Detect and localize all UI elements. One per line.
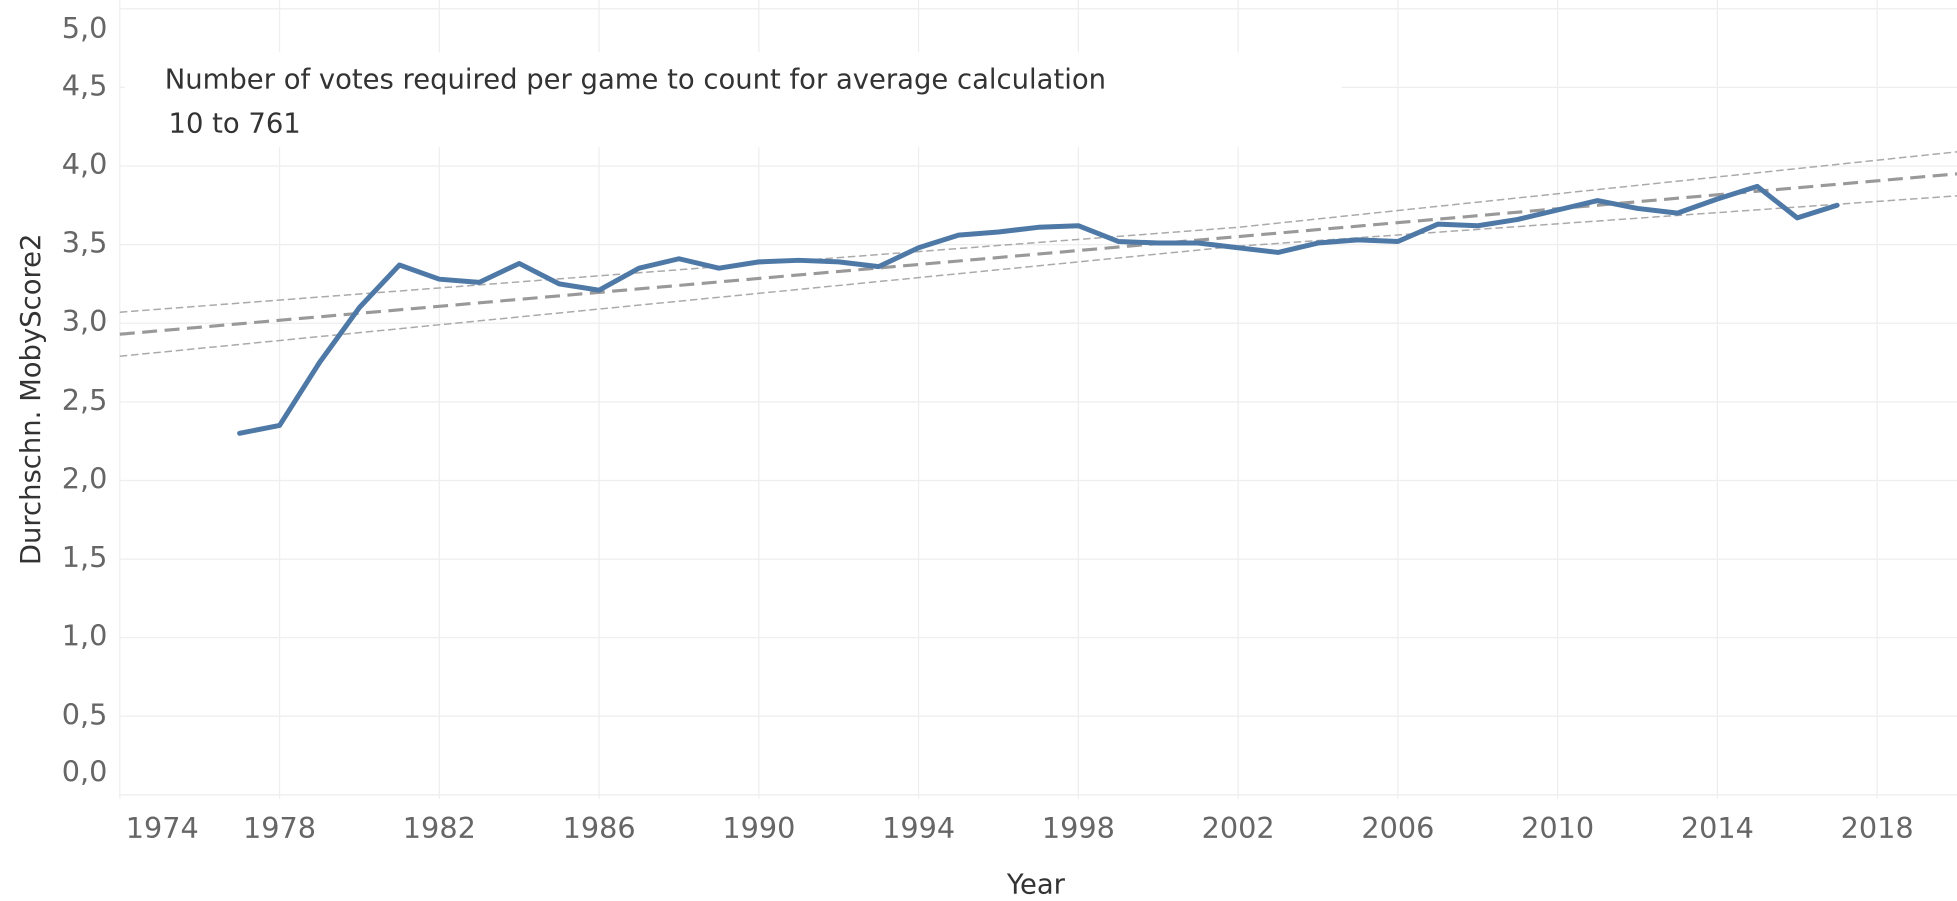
y-axis-title: Durchschn. MobyScore2: [16, 233, 47, 565]
annotation-box: [124, 52, 1342, 148]
plot: [119, 151, 1957, 436]
y-tick-label: 5,0: [62, 11, 108, 45]
trend-line: [119, 172, 1957, 336]
x-tick-label: 2006: [1361, 811, 1434, 845]
x-tick-label: 1974: [126, 811, 199, 845]
annotation-title: Number of votes required per game to cou…: [165, 65, 1106, 96]
x-tick-label: 2014: [1681, 811, 1754, 845]
trend-line: [119, 195, 1957, 357]
y-tick-label: 4,0: [62, 147, 108, 181]
y-tick-label: 2,5: [62, 383, 108, 417]
x-tick-label: 2002: [1202, 811, 1275, 845]
trend-line: [119, 151, 1957, 313]
data-line: [237, 183, 1840, 436]
y-tick-label: 1,0: [62, 619, 108, 653]
y-tick-label: 1,5: [62, 540, 108, 574]
y-tick-label: 4,5: [62, 68, 108, 102]
x-tick-label: 1994: [882, 811, 955, 845]
y-tick-label: 2,0: [62, 461, 108, 495]
x-tick-label: 2018: [1841, 811, 1914, 845]
annotation-subtitle: 10 to 761: [168, 108, 300, 139]
y-tick-label: 3,0: [62, 304, 108, 338]
x-tick-label: 2010: [1521, 811, 1594, 845]
x-tick-label: 1990: [722, 811, 795, 845]
x-tick-label: 1986: [563, 811, 636, 845]
x-tick-label: 1998: [1042, 811, 1115, 845]
x-tick-label: 1982: [403, 811, 476, 845]
x-axis-title: Year: [1006, 870, 1066, 901]
y-tick-label: 0,0: [62, 755, 108, 789]
x-tick-label: 1978: [243, 811, 316, 845]
y-tick-label: 0,5: [62, 697, 108, 731]
y-tick-label: 3,5: [62, 226, 108, 260]
